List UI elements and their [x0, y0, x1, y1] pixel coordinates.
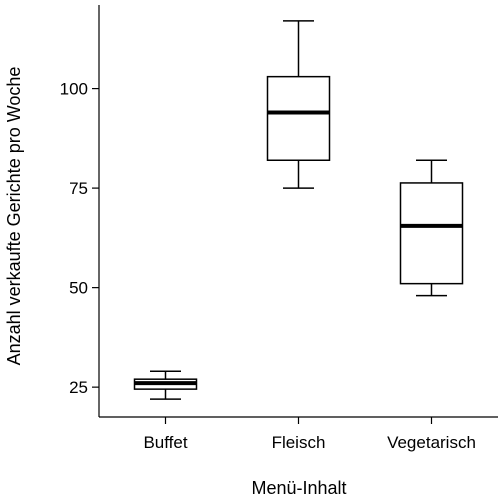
- y-tick-label: 50: [69, 279, 88, 298]
- box-buffet: [133, 370, 198, 400]
- y-tick-label: 100: [60, 80, 88, 99]
- iqr-box: [399, 182, 464, 285]
- x-tick-label: Vegetarisch: [387, 433, 476, 452]
- box-vegetarisch: [399, 159, 464, 297]
- y-axis-title: Anzahl verkaufte Gerichte pro Woche: [4, 67, 24, 366]
- iqr-box: [266, 75, 331, 161]
- y-tick-label: 75: [69, 179, 88, 198]
- x-axis-title: Menü-Inhalt: [251, 478, 346, 498]
- y-tick-label: 25: [69, 378, 88, 397]
- box-fleisch: [266, 20, 331, 189]
- x-tick-label: Buffet: [143, 433, 187, 452]
- boxes: [133, 20, 464, 400]
- x-tick-label: Fleisch: [272, 433, 326, 452]
- ticks: 25 50 75 100 Buffet Fleisch Vegetarisch: [60, 80, 476, 452]
